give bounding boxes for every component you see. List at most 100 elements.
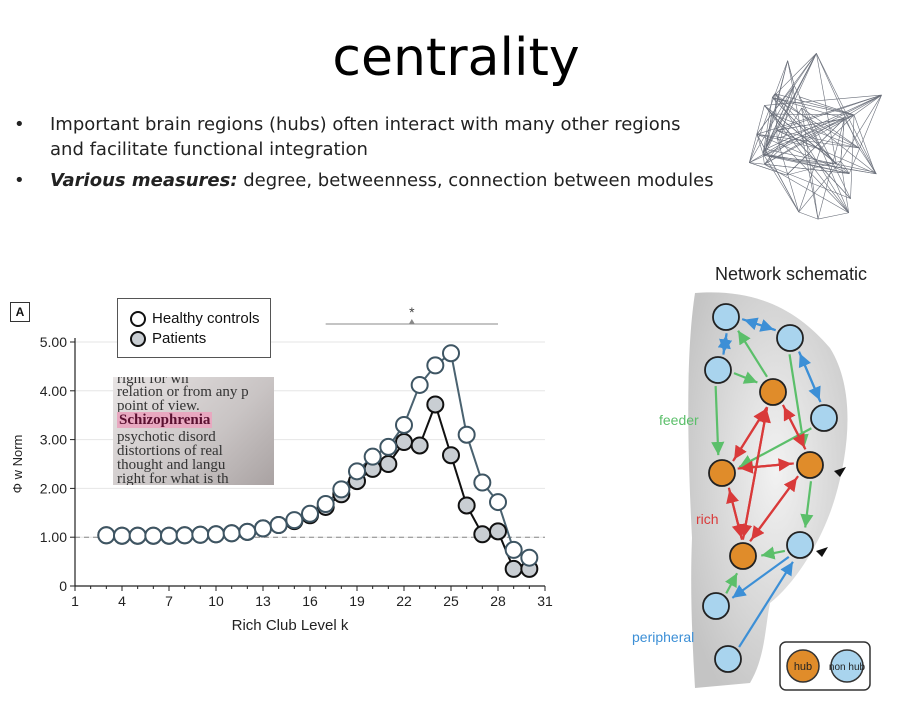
photo-text: distortions of real: [117, 443, 223, 459]
x-tick-label: 16: [302, 593, 318, 609]
schematic-edge: [798, 352, 822, 403]
photo-text: point of view.: [117, 398, 200, 414]
x-tick-label: 7: [165, 593, 173, 609]
data-point-controls: [222, 524, 241, 543]
data-point-controls: [238, 522, 257, 541]
data-point-controls: [379, 437, 398, 456]
bullet-list: • Important brain regions (hubs) often i…: [14, 112, 714, 199]
schematic-edge: [737, 330, 768, 378]
rich-label: rich: [696, 511, 719, 527]
schematic-edge: [731, 555, 790, 599]
data-point-controls: [113, 526, 131, 545]
y-tick-label: 4.00: [40, 383, 67, 399]
data-point-controls: [520, 548, 539, 567]
schematic-edge: [788, 354, 809, 448]
slide-title: centrality: [332, 28, 580, 88]
bullet-text-rest: degree, betweenness, connection between …: [237, 170, 714, 191]
x-tick-label: 31: [537, 593, 553, 609]
data-point-controls: [348, 462, 366, 481]
data-point-controls: [473, 473, 492, 492]
data-point-controls: [301, 504, 319, 523]
hub-legend-node: [786, 649, 820, 683]
data-point-controls: [504, 540, 523, 559]
x-tick-label: 25: [443, 593, 459, 609]
data-point-patients: [410, 436, 429, 455]
pointer-arrow: [834, 467, 846, 477]
bullet-emphasis: Various measures:: [50, 170, 238, 191]
data-point-controls: [316, 495, 335, 514]
x-tick-label: 1: [71, 593, 79, 609]
x-tick-label: 19: [349, 593, 365, 609]
nonhub-node: [714, 645, 742, 673]
panel-label: A: [10, 302, 30, 322]
nonhub-legend-node: [830, 649, 864, 683]
bullet-marker: •: [14, 170, 25, 191]
data-point-controls: [128, 526, 147, 545]
data-point-patients: [379, 455, 398, 473]
x-axis-label: Rich Club Level k: [232, 617, 349, 634]
data-point-controls: [175, 526, 194, 545]
schizophrenia-dictionary-photo: right for wh relation or from any p poin…: [113, 377, 274, 485]
bullet-marker: •: [14, 114, 25, 135]
schematic-edge: [711, 386, 725, 456]
photo-text: right for wh: [117, 377, 189, 387]
y-tick-label: 2.00: [40, 480, 67, 496]
schematic-edge: [750, 475, 799, 541]
data-point-controls: [426, 356, 445, 375]
schematic-edge: [738, 561, 794, 648]
data-point-patients: [489, 522, 507, 541]
data-point-patients: [426, 395, 445, 414]
bullet-item: • Important brain regions (hubs) often i…: [14, 112, 714, 162]
data-point-controls: [285, 511, 304, 530]
x-tick-label: 13: [255, 593, 271, 609]
hub-node: [759, 378, 787, 406]
y-tick-label: 3.00: [40, 432, 67, 448]
peripheral-label: peripheral: [632, 629, 695, 645]
schematic-edge: [761, 546, 786, 560]
nonhub-node: [776, 324, 804, 352]
schematic-title: Network schematic: [715, 264, 868, 284]
schematic-edge: [726, 489, 744, 541]
legend-item-controls: Healthy controls: [130, 310, 260, 327]
nonhub-node: [702, 592, 730, 620]
schematic-edge: [739, 407, 769, 538]
legend-marker-patients: [130, 330, 146, 347]
nonhub-node: [712, 303, 740, 331]
photo-text: relation or from any p: [117, 384, 249, 400]
significance-star: *: [409, 304, 415, 320]
hub-legend-label: hub: [794, 661, 812, 673]
legend-label: Healthy controls: [152, 310, 260, 327]
data-point-controls: [269, 516, 288, 534]
hub-node: [796, 451, 824, 479]
bullet-item: • Various measures: degree, betweenness,…: [14, 168, 714, 193]
rich-club-chart: 0 1.00 2.00 3.00 4.00 5.00 1 4 7 10 13 16 19 22 25 28 31…: [10, 304, 553, 634]
hub-node: [708, 459, 736, 487]
bullet-text: Important brain regions (hubs) often int…: [50, 114, 681, 160]
data-point-controls: [332, 480, 351, 499]
chart-legend: Healthy controls Patients: [117, 298, 271, 358]
data-point-controls: [442, 344, 460, 363]
feeder-label: feeder: [659, 412, 699, 428]
data-point-patients: [473, 525, 492, 544]
schematic-edge: [782, 406, 807, 450]
y-axis-label: Φ w Norm: [10, 435, 25, 494]
data-point-controls: [191, 525, 210, 544]
schematic-edge: [733, 371, 758, 384]
schematic-edge: [800, 481, 814, 528]
data-point-controls: [207, 525, 225, 544]
legend-marker-controls: [130, 310, 146, 327]
data-point-controls: [410, 375, 429, 394]
data-point-controls: [97, 526, 116, 545]
schematic-edge: [725, 572, 739, 594]
data-point-patients: [457, 496, 476, 515]
schematic-edge: [743, 317, 777, 332]
schematic-edge: [739, 460, 794, 474]
pointer-arrow: [816, 547, 828, 557]
significance-triangle: [408, 319, 415, 324]
data-point-controls: [489, 493, 507, 512]
brain-network-image: [749, 53, 882, 220]
data-point-controls: [254, 519, 272, 538]
data-point-patients: [442, 446, 460, 465]
photo-text: right for what is th: [117, 471, 229, 485]
data-point-controls: [457, 425, 476, 444]
